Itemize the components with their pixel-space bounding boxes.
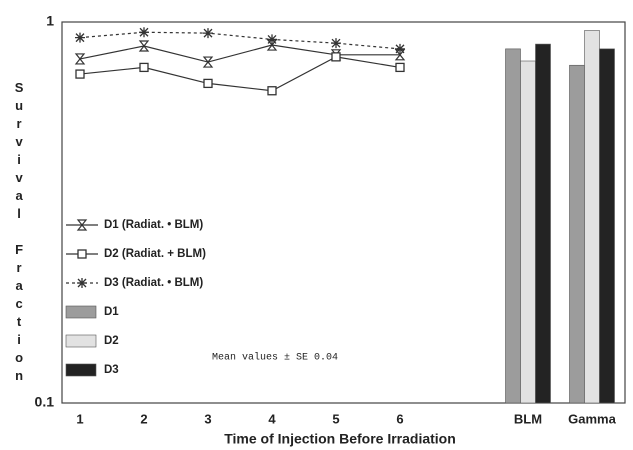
marker bbox=[138, 40, 150, 52]
marker bbox=[267, 86, 277, 96]
y-tick-label: 1 bbox=[46, 13, 54, 29]
marker bbox=[203, 78, 213, 89]
y-axis-label: Survival Fraction bbox=[12, 80, 27, 386]
marker bbox=[75, 69, 85, 79]
legend-label: D3 bbox=[104, 364, 119, 376]
marker bbox=[395, 43, 405, 54]
marker bbox=[267, 34, 277, 45]
bar bbox=[535, 43, 551, 404]
x-tick-label: 3 bbox=[204, 411, 211, 426]
marker bbox=[202, 56, 214, 68]
bar bbox=[584, 30, 600, 404]
line bbox=[79, 31, 401, 50]
bar bbox=[569, 64, 585, 404]
marker bbox=[74, 53, 86, 65]
bar bbox=[599, 48, 615, 404]
marker bbox=[395, 62, 405, 73]
line bbox=[79, 56, 401, 92]
x-tick-label: BLM bbox=[514, 411, 542, 426]
x-tick-label: Gamma bbox=[568, 411, 616, 426]
x-tick-label: 6 bbox=[396, 411, 403, 426]
marker bbox=[139, 62, 149, 73]
legend-label: D2 bbox=[104, 335, 119, 347]
line bbox=[79, 44, 400, 63]
plot-frame bbox=[61, 21, 626, 404]
marker bbox=[331, 52, 341, 62]
legend-marker bbox=[77, 278, 87, 288]
legend-swatch bbox=[65, 305, 97, 319]
legend-label: D1 (Radiat. • BLM) bbox=[104, 219, 203, 231]
bar bbox=[505, 48, 521, 404]
legend-marker bbox=[76, 219, 88, 231]
marker bbox=[139, 27, 149, 38]
marker bbox=[75, 32, 85, 43]
x-tick-label: 4 bbox=[268, 411, 276, 426]
x-tick-label: 1 bbox=[76, 411, 83, 426]
legend-label: D1 bbox=[104, 306, 119, 318]
legend-swatch bbox=[65, 334, 97, 348]
y-tick-label: 0.1 bbox=[35, 394, 55, 410]
marker bbox=[331, 38, 341, 49]
legend-marker bbox=[77, 249, 87, 259]
legend-swatch bbox=[65, 363, 97, 377]
x-axis-label: Time of Injection Before Irradiation bbox=[224, 431, 456, 447]
legend-label: D3 (Radiat. • BLM) bbox=[104, 277, 203, 289]
x-tick-label: 2 bbox=[140, 411, 147, 426]
annotation: Mean values ± SE 0.04 bbox=[212, 352, 338, 364]
bar bbox=[520, 60, 536, 404]
legend-label: D2 (Radiat. + BLM) bbox=[104, 248, 206, 260]
marker bbox=[203, 28, 213, 39]
x-tick-label: 5 bbox=[332, 411, 339, 426]
